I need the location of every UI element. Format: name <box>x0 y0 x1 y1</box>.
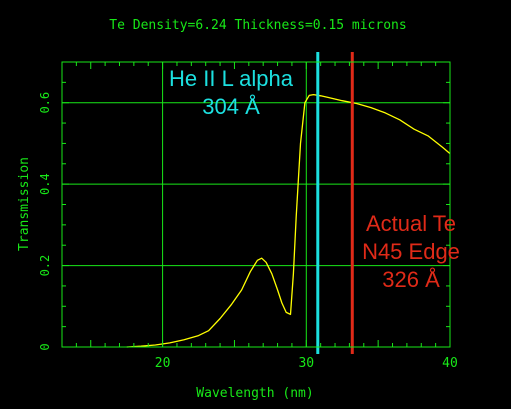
axis-ticks <box>61 61 451 348</box>
y-tick-label: 0 <box>38 343 52 350</box>
transmission-series-line <box>126 93 451 348</box>
marker-lines <box>316 52 354 354</box>
marker-labels: He II L alpha 304 Å Actual Te N45 Edge 326 Å <box>169 66 460 292</box>
x-axis-label: Wavelength (nm) <box>196 386 313 401</box>
marker-label-1-line: N45 Edge <box>362 239 460 264</box>
transmission-curve-group <box>126 93 451 348</box>
y-tick-label: 0.6 <box>38 92 52 114</box>
x-tick-label: 40 <box>442 356 458 371</box>
x-tick-label: 20 <box>155 356 171 371</box>
y-axis-label: Transmission <box>17 157 32 251</box>
chart-title: Te Density=6.24 Thickness=0.15 microns <box>109 18 406 33</box>
marker-label-1-line: Actual Te <box>366 211 456 236</box>
y-tick-label: 0.2 <box>38 255 52 277</box>
x-tick-label: 30 <box>298 356 314 371</box>
tick-labels: 20 30 40 0 0.2 0.4 0.6 <box>38 92 458 371</box>
marker-label-1-line: 326 Å <box>382 267 440 292</box>
marker-label-0-line: He II L alpha <box>169 66 294 91</box>
grid-lines <box>62 62 450 347</box>
y-tick-label: 0.4 <box>38 173 52 195</box>
marker-label-0-line: 304 Å <box>202 94 260 119</box>
